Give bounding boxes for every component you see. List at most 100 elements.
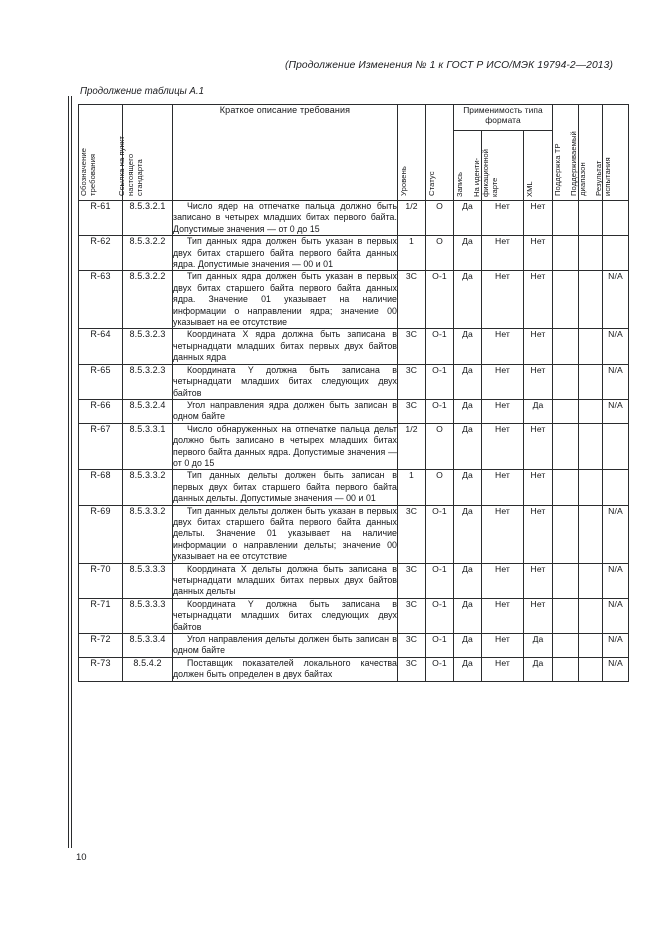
change-bar <box>68 96 72 848</box>
xml-applicability: Нет <box>523 597 553 635</box>
xml-applicability: Нет <box>523 363 553 400</box>
col-header-ref-line3: стандарта <box>134 159 144 196</box>
tr-support-value <box>552 363 579 400</box>
col-header-applicability-group: Применимость типа формата <box>453 104 553 131</box>
card-applicability: Нет <box>481 469 524 506</box>
standard-clause-ref: 8.5.3.2.3 <box>122 363 173 400</box>
status-value: О-1 <box>425 562 454 599</box>
supported-range-value <box>578 363 603 400</box>
tr-support-value <box>552 562 579 599</box>
standard-clause-ref: 8.5.3.3.2 <box>122 504 173 564</box>
tr-support-value <box>552 597 579 635</box>
table-row: R-68 8.5.3.3.2 Тип данных дельты должен бы… <box>78 469 629 506</box>
requirement-id: R-64 <box>78 328 123 365</box>
col-header-result-line2: испытания <box>602 157 612 196</box>
table-row: R-64 8.5.3.2.3 Координата X ядра должна бы… <box>78 328 629 365</box>
level-value: 3С <box>397 270 426 330</box>
requirement-description: Координата Y должна быть записана в четы… <box>172 597 398 635</box>
status-value: О-1 <box>425 398 454 424</box>
card-applicability: Нет <box>481 562 524 599</box>
level-value: 3С <box>397 597 426 635</box>
test-result-value: N/A <box>602 504 629 564</box>
record-applicability: Да <box>453 398 482 424</box>
col-header-status-label: Статус <box>426 171 436 196</box>
requirement-description: Число обнаруженных на отпечатке пальца д… <box>172 422 398 471</box>
test-result-value: N/A <box>602 597 629 635</box>
requirement-id: R-68 <box>78 469 123 506</box>
requirement-id: R-73 <box>78 656 123 682</box>
card-applicability: Нет <box>481 328 524 365</box>
supported-range-value <box>578 597 603 635</box>
tr-support-value <box>552 398 579 424</box>
status-value: О-1 <box>425 633 454 658</box>
header-row-sub: Запись На иденти- фикационной карте XML <box>79 130 629 201</box>
header-row-top: Обозначение требования Ссылка на пункт н… <box>78 104 629 201</box>
tr-support-value <box>552 633 579 658</box>
table-row: R-65 8.5.3.2.3 Координата Y должна быть за… <box>78 363 629 400</box>
col-header-status: Статус <box>425 104 454 201</box>
status-value: О <box>425 199 454 237</box>
supported-range-value <box>578 235 603 272</box>
supported-range-value <box>578 328 603 365</box>
requirements-table-container: Обозначение требования Ссылка на пункт н… <box>78 104 629 682</box>
tr-support-value <box>552 328 579 365</box>
applicability-line2: типа формата <box>485 105 543 125</box>
level-value: 3С <box>397 328 426 365</box>
table-head: Обозначение требования Ссылка на пункт н… <box>78 104 629 201</box>
table-caption: Продолжение таблицы А.1 <box>80 86 204 97</box>
record-applicability: Да <box>453 469 482 506</box>
standard-clause-ref: 8.5.3.3.3 <box>122 597 173 635</box>
tr-support-value <box>552 656 579 682</box>
level-value: 3С <box>397 562 426 599</box>
requirement-id: R-67 <box>78 422 123 471</box>
table-row: R-61 8.5.3.2.1 Число ядер на отпечатке пал… <box>78 199 629 237</box>
card-applicability: Нет <box>481 597 524 635</box>
requirement-id: R-70 <box>78 562 123 599</box>
tr-support-value <box>552 270 579 330</box>
col-header-record: Запись <box>453 130 482 201</box>
col-header-card-line1: На иденти- <box>471 157 481 197</box>
xml-applicability: Нет <box>523 504 553 564</box>
col-header-result-line1: Результат <box>593 160 603 196</box>
standard-clause-ref: 8.5.3.2.1 <box>122 199 173 237</box>
status-value: О <box>425 235 454 272</box>
test-result-value: N/A <box>602 562 629 599</box>
requirement-id: R-62 <box>78 235 123 272</box>
test-result-value: N/A <box>602 633 629 658</box>
requirement-description: Поставщик показателей локального качеств… <box>172 656 398 682</box>
requirements-table: Обозначение требования Ссылка на пункт н… <box>78 104 629 682</box>
table-row: R-71 8.5.3.3.3 Координата Y должна быть за… <box>78 597 629 635</box>
level-value: 1/2 <box>397 422 426 471</box>
status-value: О <box>425 422 454 471</box>
standard-clause-ref: 8.5.3.3.1 <box>122 422 173 471</box>
col-header-ref: Ссылка на пункт настоящего стандарта <box>117 104 173 201</box>
page-number: 10 <box>76 852 87 863</box>
col-header-xml-label: XML <box>525 181 534 197</box>
tr-support-value <box>552 235 579 272</box>
level-value: 3С <box>397 363 426 400</box>
running-header: (Продолжение Изменения № 1 к ГОСТ Р ИСО/… <box>285 60 613 71</box>
test-result-value <box>602 235 629 272</box>
test-result-value: N/A <box>602 270 629 330</box>
standard-clause-ref: 8.5.3.2.2 <box>122 235 173 272</box>
supported-range-value <box>578 199 603 237</box>
supported-range-value <box>578 656 603 682</box>
col-header-supported-range: Поддерживаемый диапазон <box>569 104 603 201</box>
col-header-level-label: Уровень <box>398 166 408 196</box>
standard-clause-ref: 8.5.3.3.2 <box>122 469 173 506</box>
applicability-line1: Применимость <box>463 105 523 115</box>
card-applicability: Нет <box>481 633 524 658</box>
col-header-id-card: На иденти- фикационной карте <box>472 130 524 201</box>
table-row: R-70 8.5.3.3.3 Координата X дельты должна … <box>78 562 629 599</box>
status-value: О-1 <box>425 504 454 564</box>
requirement-description: Тип данных ядра должен быть указан в пер… <box>172 235 398 272</box>
card-applicability: Нет <box>481 363 524 400</box>
xml-applicability: Да <box>523 633 553 658</box>
requirement-id: R-71 <box>78 597 123 635</box>
col-header-ref-line1: Ссылка на пункт <box>116 135 126 196</box>
table-row: R-72 8.5.3.3.4 Угол направления дельты дол… <box>78 633 629 658</box>
col-header-range-line2: диапазон <box>577 162 587 196</box>
record-applicability: Да <box>453 270 482 330</box>
table-row: R-69 8.5.3.3.2 Тип данных дельты должен бы… <box>78 504 629 564</box>
record-applicability: Да <box>453 328 482 365</box>
